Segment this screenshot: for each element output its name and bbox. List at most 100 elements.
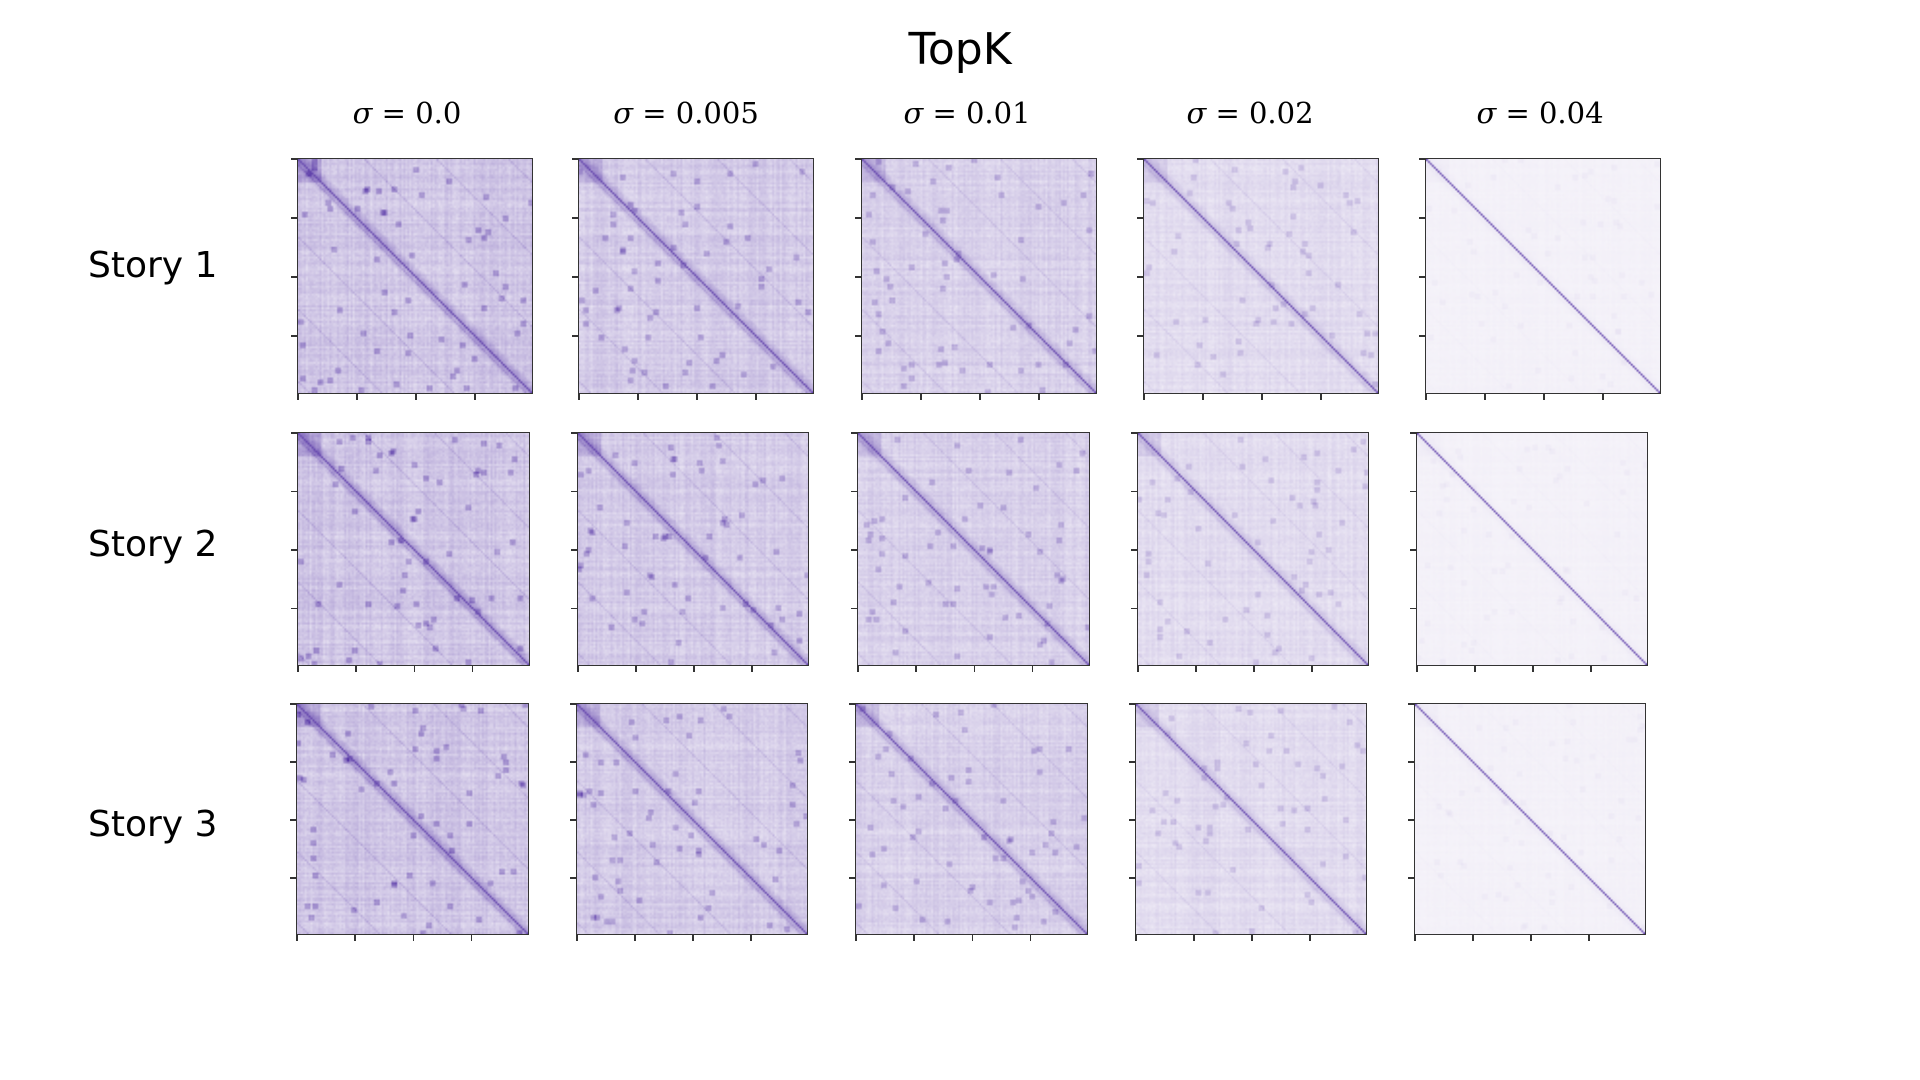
y-tick xyxy=(849,819,855,821)
y-tick xyxy=(1410,490,1416,492)
y-tick xyxy=(291,276,297,278)
x-tick xyxy=(1251,935,1253,941)
sigma-value-label: = 0.04 xyxy=(1496,96,1604,130)
x-tick xyxy=(751,666,753,672)
y-tick xyxy=(1408,877,1414,879)
x-tick xyxy=(1202,394,1204,400)
heatmap-panel-r1-c5 xyxy=(1425,158,1661,394)
x-tick xyxy=(1135,935,1137,941)
y-tick xyxy=(572,335,578,337)
x-tick xyxy=(412,935,414,941)
x-tick xyxy=(1530,935,1532,941)
column-header-1: σ = 0.005 xyxy=(536,96,836,130)
x-tick xyxy=(1602,394,1604,400)
heatmap-panel-r2-c1 xyxy=(297,432,530,666)
sigma-value-label: = 0.01 xyxy=(923,96,1031,130)
x-tick xyxy=(637,394,639,400)
row-label-2: Story 2 xyxy=(88,524,218,565)
x-tick xyxy=(474,394,476,400)
x-tick xyxy=(1193,935,1195,941)
x-tick xyxy=(1590,666,1592,672)
sigma-value-label: = 0.0 xyxy=(372,96,462,130)
y-tick xyxy=(1408,761,1414,763)
y-tick xyxy=(1137,158,1143,160)
x-tick xyxy=(913,935,915,941)
heatmap-cells xyxy=(862,159,1096,393)
x-tick xyxy=(755,394,757,400)
y-tick xyxy=(570,703,576,705)
y-tick xyxy=(291,607,297,609)
figure-title: TopK xyxy=(908,24,1012,75)
y-tick xyxy=(1129,703,1135,705)
y-tick xyxy=(1129,877,1135,879)
heatmap-panel-r2-c3 xyxy=(857,432,1090,666)
y-tick xyxy=(1408,819,1414,821)
y-tick xyxy=(290,819,296,821)
x-tick xyxy=(1543,394,1545,400)
x-tick xyxy=(693,666,695,672)
x-tick xyxy=(355,666,357,672)
y-tick xyxy=(1137,217,1143,219)
x-tick xyxy=(855,935,857,941)
x-tick xyxy=(1474,666,1476,672)
x-tick xyxy=(354,935,356,941)
y-tick xyxy=(1419,217,1425,219)
heatmap-cells xyxy=(1417,433,1647,665)
y-tick xyxy=(290,761,296,763)
y-tick xyxy=(1131,432,1137,434)
x-tick xyxy=(470,935,473,941)
y-tick xyxy=(1129,761,1135,763)
sigma-symbol: σ xyxy=(1476,96,1497,130)
y-tick xyxy=(291,335,297,337)
x-tick xyxy=(1253,666,1255,672)
heatmap-panel-r2-c2 xyxy=(577,432,809,666)
x-tick xyxy=(635,666,637,672)
y-tick xyxy=(571,607,577,609)
y-tick xyxy=(570,761,576,763)
y-tick xyxy=(1137,276,1143,278)
row-label-3: Story 3 xyxy=(88,804,218,845)
heatmap-cells xyxy=(1415,704,1645,934)
x-tick xyxy=(413,666,415,672)
x-tick xyxy=(578,394,580,400)
x-tick xyxy=(920,394,922,400)
x-tick xyxy=(471,666,474,672)
y-tick xyxy=(1129,819,1135,821)
heatmap-panel-r1-c2 xyxy=(578,158,814,394)
x-tick xyxy=(696,394,698,400)
y-tick xyxy=(851,432,857,434)
y-tick xyxy=(570,819,576,821)
y-tick xyxy=(572,158,578,160)
heatmap-panel-r3-c3 xyxy=(855,703,1088,935)
x-tick xyxy=(577,666,579,672)
x-tick xyxy=(1416,666,1418,672)
x-tick xyxy=(750,935,752,941)
x-tick xyxy=(915,666,917,672)
row-label-1: Story 1 xyxy=(88,245,218,286)
y-tick xyxy=(855,158,861,160)
heatmap-panel-r1-c3 xyxy=(861,158,1097,394)
sigma-symbol: σ xyxy=(903,96,924,130)
x-tick xyxy=(971,935,973,941)
heatmap-cells xyxy=(1144,159,1378,393)
y-tick xyxy=(291,490,297,492)
y-tick xyxy=(851,490,857,492)
y-tick xyxy=(1419,276,1425,278)
y-tick xyxy=(849,761,855,763)
sigma-value-label: = 0.02 xyxy=(1206,96,1314,130)
heatmap-panel-r3-c1 xyxy=(296,703,529,935)
x-tick xyxy=(1414,935,1416,941)
x-tick xyxy=(1472,935,1474,941)
x-tick xyxy=(861,394,863,400)
y-tick xyxy=(291,217,297,219)
x-tick xyxy=(1311,666,1313,672)
heatmap-cells xyxy=(858,433,1089,665)
x-tick xyxy=(857,666,859,672)
heatmap-cells xyxy=(1426,159,1660,393)
x-tick xyxy=(576,935,578,941)
x-tick xyxy=(1425,394,1427,400)
heatmap-cells xyxy=(297,704,528,934)
y-tick xyxy=(570,877,576,879)
sigma-symbol: σ xyxy=(1186,96,1207,130)
y-tick xyxy=(571,490,577,492)
